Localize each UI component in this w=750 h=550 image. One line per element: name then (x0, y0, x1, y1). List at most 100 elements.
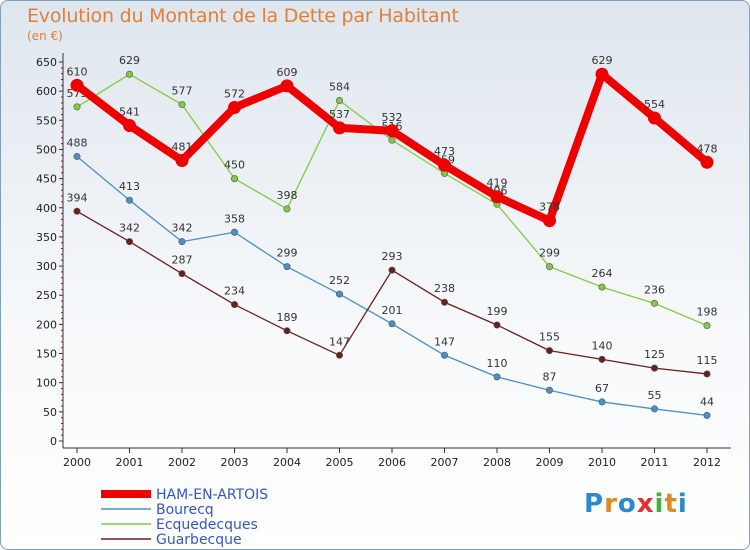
data-point (231, 175, 239, 183)
y-tick-label: 0 (50, 435, 57, 448)
data-point (545, 347, 553, 355)
series-ham-en-artois: 610 541 481 572 609 537 532 473 419 378 629 554 478 (67, 54, 718, 228)
data-label: 572 (224, 87, 245, 100)
data-point (126, 196, 134, 204)
data-label: 629 (119, 54, 140, 67)
data-label: 238 (434, 282, 455, 295)
data-label: 413 (119, 180, 140, 193)
x-tick-label: 2004 (273, 456, 301, 469)
data-point (650, 405, 658, 413)
data-point (283, 263, 291, 271)
data-point (123, 119, 136, 133)
data-point (73, 207, 81, 215)
data-point (703, 370, 711, 378)
data-label: 610 (67, 65, 88, 78)
data-point (175, 154, 189, 168)
data-label: 629 (592, 54, 613, 67)
data-point (543, 214, 556, 228)
data-label: 199 (487, 305, 508, 318)
data-label: 115 (697, 354, 718, 367)
y-tick-label: 200 (36, 318, 57, 331)
series-line (76, 210, 708, 375)
x-tick-label: 2001 (116, 456, 144, 469)
data-label: 198 (697, 306, 718, 319)
data-point (283, 327, 291, 335)
data-point (333, 121, 346, 135)
y-tick-label: 300 (36, 260, 57, 273)
data-point (648, 111, 661, 125)
data-point (598, 398, 606, 406)
data-label: 450 (224, 159, 245, 172)
data-label: 473 (434, 145, 455, 158)
x-tick-label: 2007 (431, 456, 459, 469)
data-label: 478 (697, 142, 718, 155)
data-label: 87 (543, 370, 557, 383)
data-point (700, 155, 714, 169)
x-tick-label: 2005 (326, 456, 354, 469)
data-label: 140 (592, 339, 613, 352)
data-point (388, 136, 396, 144)
data-label: 125 (644, 348, 665, 361)
data-label: 264 (592, 267, 613, 280)
data-point (73, 152, 81, 160)
data-point (493, 373, 501, 381)
data-point (438, 158, 451, 172)
data-point (178, 101, 186, 109)
data-point (388, 320, 396, 328)
data-point (335, 290, 343, 298)
data-label: 532 (382, 111, 403, 124)
data-label: 488 (67, 136, 88, 149)
proxiti-logo: Proxiti (584, 489, 688, 519)
data-point (126, 70, 134, 78)
y-tick-label: 250 (36, 289, 57, 302)
series-bourecq: 488 413 342 358 299 252 201 147 110 87 67 55 44 (67, 136, 714, 419)
x-tick-label: 2008 (483, 456, 511, 469)
y-tick-label: 350 (36, 231, 57, 244)
data-point (595, 67, 609, 81)
x-tick-label: 2012 (693, 456, 721, 469)
data-label: 287 (172, 254, 193, 267)
data-label: 147 (329, 335, 350, 348)
data-point (440, 351, 448, 359)
x-tick-label: 2011 (641, 456, 669, 469)
data-point (440, 298, 448, 306)
x-tick-label: 2006 (378, 456, 406, 469)
x-tick-label: 2002 (168, 456, 196, 469)
data-label: 358 (224, 212, 245, 225)
data-point (178, 238, 186, 246)
data-label: 419 (487, 177, 508, 190)
x-tick-label: 2009 (536, 456, 564, 469)
legend-label: Ecquedecques (156, 517, 258, 533)
data-point (335, 96, 343, 104)
data-label: 537 (329, 108, 350, 121)
y-tick-label: 50 (43, 406, 57, 419)
data-point (335, 351, 343, 359)
x-tick-label: 2010 (588, 456, 616, 469)
data-label: 299 (539, 247, 560, 260)
data-label: 55 (648, 389, 662, 402)
data-label: 189 (277, 311, 298, 324)
y-tick-label: 500 (36, 143, 57, 156)
chart-subtitle: (en €) (27, 29, 63, 43)
data-label: 342 (119, 222, 140, 235)
x-tick-label: 2003 (221, 456, 249, 469)
y-tick-label: 550 (36, 114, 57, 127)
data-label: 378 (539, 201, 560, 214)
data-label: 541 (119, 106, 140, 119)
data-label: 398 (277, 189, 298, 202)
data-point (178, 270, 186, 278)
data-point (388, 266, 396, 274)
data-point (598, 283, 606, 291)
data-label: 554 (644, 98, 665, 111)
data-point (385, 124, 399, 138)
data-point (650, 299, 658, 307)
data-point (703, 322, 711, 330)
data-point (545, 386, 553, 394)
series-ecquedecques: 573629577450398584516459406299264236198 (67, 54, 718, 330)
legend-label: Guarbecque (156, 532, 242, 548)
data-label: 481 (172, 141, 193, 154)
data-label: 234 (224, 285, 245, 298)
data-label: 67 (595, 382, 609, 395)
